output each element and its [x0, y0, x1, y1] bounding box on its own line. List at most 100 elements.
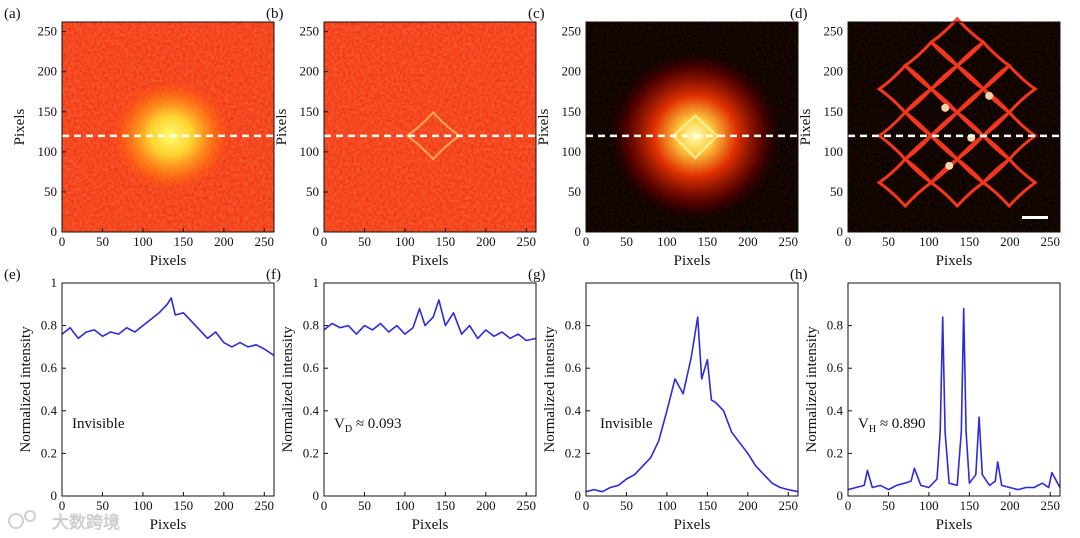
x-tick-label: 0 — [845, 498, 852, 513]
y-tick-label: 0.8 — [565, 318, 581, 333]
lattice-hotspot — [985, 91, 994, 100]
y-tick-label: 0.8 — [827, 318, 843, 333]
y-tick-label: 250 — [824, 24, 844, 39]
y-tick-label: 100 — [562, 144, 582, 159]
x-axis-label: Pixels — [150, 517, 187, 533]
y-axis-label: Normalized intensity — [280, 326, 296, 453]
lattice-hotspot — [941, 103, 950, 112]
x-tick-label: 100 — [133, 234, 153, 249]
y-tick-label: 0.2 — [41, 445, 57, 460]
x-tick-label: 150 — [174, 234, 194, 249]
lattice-cell — [876, 63, 934, 115]
y-tick-label: 0.4 — [827, 403, 844, 418]
intensity-profile-line — [61, 297, 275, 357]
x-tick-label: 50 — [620, 234, 633, 249]
axes-frame — [61, 282, 275, 497]
x-tick-label: 50 — [96, 234, 109, 249]
intensity-profile-line — [585, 316, 799, 493]
y-axis-label: Normalized intensity — [804, 326, 820, 453]
y-tick-label: 0 — [313, 488, 320, 503]
x-tick-label: 50 — [882, 234, 895, 249]
x-axis-label: Pixels — [150, 253, 187, 269]
watermark-logo-icon — [8, 510, 36, 529]
axes-frame — [323, 282, 537, 497]
x-axis-label: Pixels — [412, 517, 449, 533]
y-tick-label: 0.6 — [827, 360, 844, 375]
y-tick-label: 0.6 — [565, 360, 582, 375]
y-tick-label: 0 — [575, 224, 582, 239]
interference-lattice — [876, 16, 1038, 209]
x-tick-label: 100 — [395, 498, 415, 513]
axes-frame — [847, 21, 1061, 233]
x-tick-label: 50 — [96, 498, 109, 513]
y-tick-label: 150 — [300, 104, 320, 119]
axes-frame — [61, 21, 275, 233]
x-tick-label: 0 — [59, 234, 66, 249]
y-axis-label: Pixels — [12, 109, 28, 146]
panel-label: (f) — [266, 267, 281, 283]
x-tick-label: 50 — [882, 498, 895, 513]
lattice-cell — [980, 63, 1038, 115]
x-tick-label: 50 — [358, 498, 371, 513]
panel-b: 0 50 100 150 200 250 0 50 100 150 200 250 Pixels Pixe… — [266, 6, 537, 269]
x-tick-label: 50 — [358, 234, 371, 249]
annotation-label: VH ≈ 0.890 — [858, 416, 926, 435]
lattice-cell — [980, 110, 1038, 162]
y-tick-label: 100 — [824, 144, 844, 159]
y-tick-label: 0 — [575, 488, 582, 503]
x-tick-label: 250 — [255, 498, 275, 513]
y-tick-label: 0.4 — [303, 403, 320, 418]
lattice-cell — [876, 156, 934, 209]
y-tick-label: 0.2 — [303, 445, 319, 460]
y-tick-label: 200 — [824, 64, 844, 79]
y-tick-label: 0.8 — [41, 318, 57, 333]
x-tick-label: 0 — [321, 498, 328, 513]
intensity-profile-line — [323, 299, 537, 342]
x-tick-label: 250 — [779, 234, 799, 249]
x-tick-label: 100 — [919, 234, 939, 249]
x-tick-label: 150 — [960, 234, 980, 249]
panel-label: (h) — [790, 267, 808, 283]
x-tick-label: 250 — [1041, 234, 1061, 249]
x-axis-label: Pixels — [412, 253, 449, 269]
x-tick-label: 200 — [738, 498, 758, 513]
y-tick-label: 0.2 — [827, 445, 843, 460]
y-tick-label: 50 — [830, 184, 843, 199]
y-tick-label: 0.6 — [41, 360, 58, 375]
intensity-profile-line — [847, 307, 1061, 491]
x-tick-label: 150 — [436, 234, 456, 249]
axes-frame — [847, 282, 1061, 497]
y-tick-label: 0 — [51, 224, 58, 239]
heatmap-noise — [324, 22, 536, 232]
x-tick-label: 0 — [583, 498, 590, 513]
panel-label: (b) — [266, 6, 284, 22]
y-axis-label: Pixels — [274, 109, 290, 146]
x-tick-label: 250 — [517, 498, 537, 513]
x-tick-label: 250 — [255, 234, 275, 249]
panel-label: (d) — [790, 6, 808, 22]
x-tick-label: 150 — [960, 498, 980, 513]
axes-frame — [323, 21, 537, 233]
x-tick-label: 100 — [919, 498, 939, 513]
x-tick-label: 250 — [1041, 498, 1061, 513]
y-tick-label: 0 — [837, 224, 844, 239]
x-tick-label: 200 — [214, 498, 234, 513]
y-tick-label: 0.4 — [565, 403, 582, 418]
x-axis-label: Pixels — [936, 517, 973, 533]
x-tick-label: 0 — [321, 234, 328, 249]
lattice-cell — [980, 156, 1038, 209]
watermark: 大数跨境 — [52, 512, 120, 533]
y-tick-label: 250 — [562, 24, 582, 39]
y-axis-label: Pixels — [536, 109, 552, 146]
y-tick-label: 150 — [562, 104, 582, 119]
panel-g: Invisible 0 50 100 150 200 250 0 0.2 0.4 0.6 0.8 Pix… — [528, 267, 799, 533]
y-tick-label: 50 — [44, 184, 57, 199]
x-tick-label: 150 — [698, 234, 718, 249]
panel-d: 0 50 100 150 200 250 0 50 100 150 200 250 Pixels Pixe… — [790, 6, 1061, 269]
x-tick-label: 150 — [174, 498, 194, 513]
annotation-label: VD ≈ 0.093 — [334, 416, 402, 435]
x-tick-label: 200 — [1000, 498, 1020, 513]
x-tick-label: 0 — [59, 498, 66, 513]
x-tick-label: 50 — [620, 498, 633, 513]
y-tick-label: 200 — [562, 64, 582, 79]
